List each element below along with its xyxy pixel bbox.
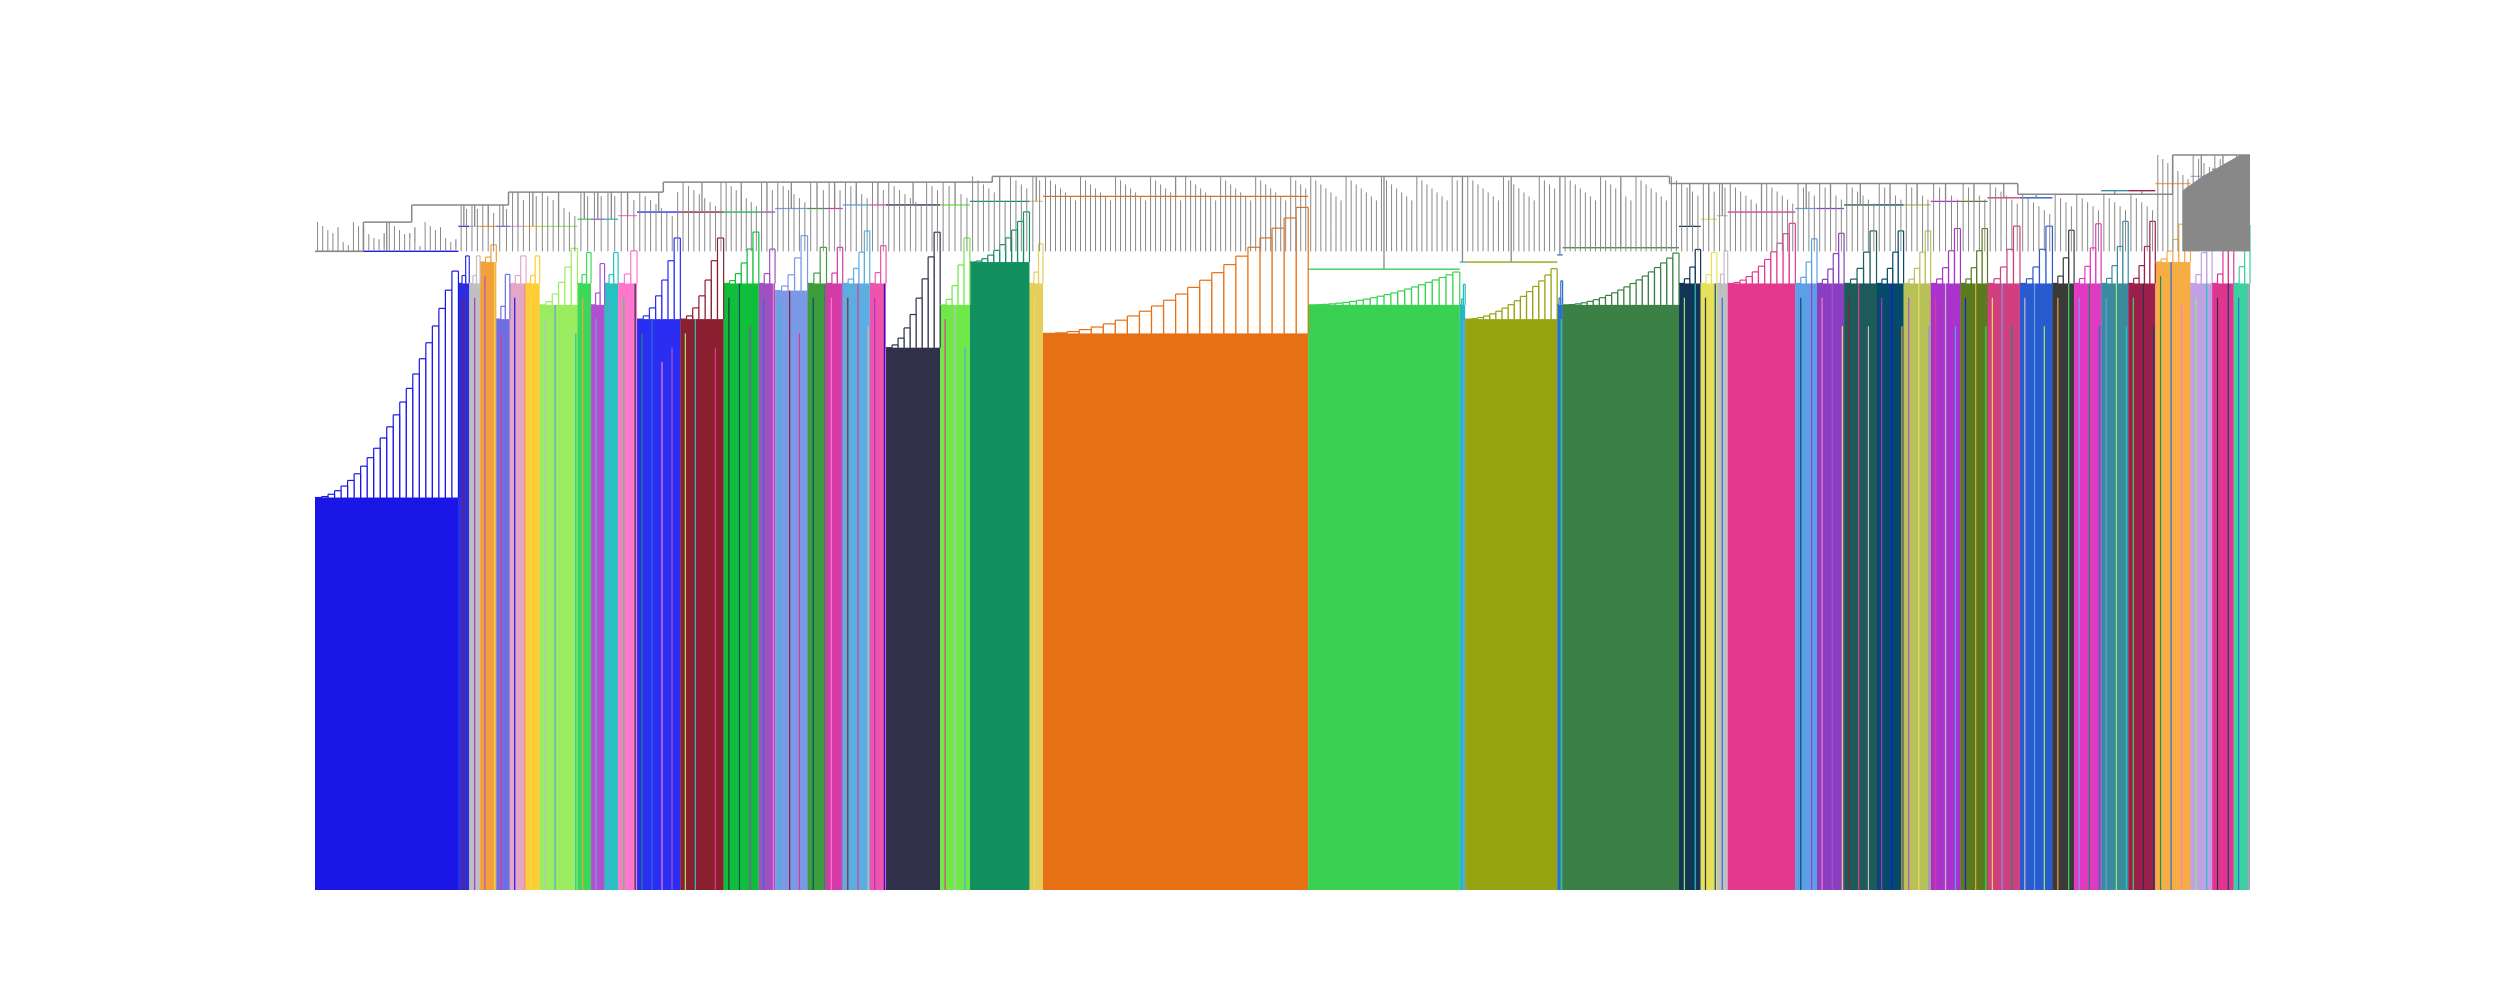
cluster-leaf-body: [886, 347, 941, 890]
cluster-leaf-body: [2074, 283, 2102, 890]
cluster-leaf-body: [1903, 283, 1931, 890]
cluster-leaf-body: [526, 283, 540, 890]
cluster-leaf-body: [1795, 283, 1817, 890]
cluster-leaf-body: [2128, 283, 2156, 890]
cluster-leaf-body: [1465, 319, 1558, 890]
cluster-leaf-body: [315, 497, 459, 890]
cluster-leaf-body: [969, 262, 1030, 891]
cluster-leaf-body: [1459, 304, 1466, 890]
cluster-leaf-body: [496, 319, 510, 890]
cluster-leaf-body: [2052, 283, 2075, 890]
cluster-leaf-body: [577, 283, 592, 890]
cluster-leaf-body: [1042, 333, 1309, 890]
cluster-leaf-body: [2190, 283, 2213, 890]
cluster-leaf-body: [1557, 304, 1563, 890]
cluster-leaf-body: [1308, 304, 1460, 890]
cluster-leaf-body: [604, 283, 619, 890]
cluster-leaf-body: [1678, 283, 1701, 890]
cluster-leaf-body: [1562, 304, 1679, 890]
cluster-leaf-body: [2101, 283, 2129, 890]
cluster-leaf-body: [1029, 283, 1043, 890]
cluster-leaf-body: [1816, 283, 1845, 890]
upper-tree-links: [315, 154, 2250, 270]
leaf-segments: [315, 262, 2250, 891]
cluster-leaf-body: [1960, 283, 1988, 890]
cluster-leaf-body: [1876, 283, 1904, 890]
cluster-leaf-body: [591, 304, 605, 890]
cluster-leaf-body: [842, 283, 870, 890]
cluster-leaf-body: [2212, 283, 2234, 890]
cluster-leaf-body: [1727, 283, 1796, 890]
root-ramp: [2182, 155, 2250, 252]
